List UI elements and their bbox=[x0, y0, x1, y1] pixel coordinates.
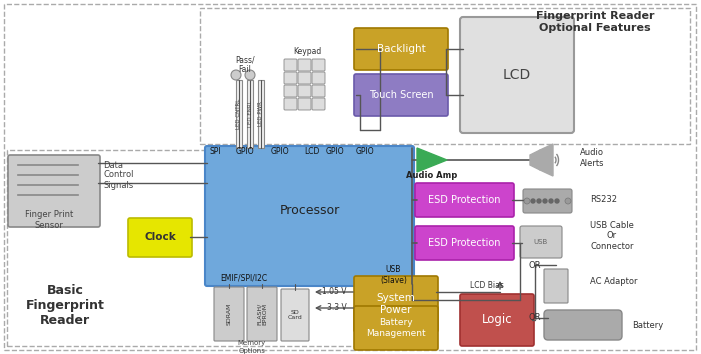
Text: FLASH/
EPROM: FLASH/ EPROM bbox=[257, 303, 267, 325]
Text: Control
Signals: Control Signals bbox=[103, 170, 133, 190]
Text: Memory
Options: Memory Options bbox=[238, 341, 266, 354]
FancyBboxPatch shape bbox=[354, 28, 448, 70]
Text: Keypad: Keypad bbox=[293, 47, 321, 57]
FancyBboxPatch shape bbox=[284, 59, 297, 71]
Text: Logic: Logic bbox=[482, 314, 512, 326]
Text: OR: OR bbox=[529, 261, 541, 269]
FancyBboxPatch shape bbox=[415, 226, 514, 260]
Text: OR: OR bbox=[529, 314, 541, 322]
FancyBboxPatch shape bbox=[523, 189, 572, 213]
Text: Fingerprint Reader
Optional Features: Fingerprint Reader Optional Features bbox=[536, 11, 654, 33]
Text: LED PWR: LED PWR bbox=[259, 102, 264, 126]
Text: LCD: LCD bbox=[304, 148, 320, 156]
Text: Battery
Management: Battery Management bbox=[366, 318, 426, 338]
FancyBboxPatch shape bbox=[284, 85, 297, 97]
Text: EMIF/SPI/I2C: EMIF/SPI/I2C bbox=[220, 274, 267, 282]
Circle shape bbox=[245, 70, 255, 80]
Text: GPIO: GPIO bbox=[236, 148, 254, 156]
FancyBboxPatch shape bbox=[354, 74, 448, 116]
FancyBboxPatch shape bbox=[460, 294, 534, 346]
FancyBboxPatch shape bbox=[354, 276, 438, 332]
Polygon shape bbox=[540, 144, 553, 176]
Text: Touch Screen: Touch Screen bbox=[369, 90, 433, 100]
Text: 3.3 V: 3.3 V bbox=[327, 303, 347, 313]
FancyBboxPatch shape bbox=[520, 226, 562, 258]
Text: SD
Card: SD Card bbox=[287, 310, 302, 320]
Circle shape bbox=[549, 199, 553, 203]
Text: GPIO: GPIO bbox=[271, 148, 290, 156]
Circle shape bbox=[555, 199, 559, 203]
FancyBboxPatch shape bbox=[312, 98, 325, 110]
Text: LED CNTRL: LED CNTRL bbox=[236, 99, 242, 129]
Circle shape bbox=[231, 70, 241, 80]
Circle shape bbox=[543, 199, 547, 203]
FancyBboxPatch shape bbox=[312, 59, 325, 71]
Text: RS232: RS232 bbox=[590, 195, 617, 205]
FancyBboxPatch shape bbox=[281, 289, 309, 341]
Text: 1.05 V: 1.05 V bbox=[322, 287, 347, 297]
FancyBboxPatch shape bbox=[284, 98, 297, 110]
Text: ESD Protection: ESD Protection bbox=[428, 195, 501, 205]
Circle shape bbox=[531, 199, 535, 203]
FancyBboxPatch shape bbox=[312, 72, 325, 84]
Text: Processor: Processor bbox=[280, 204, 340, 217]
Text: Finger Print
Sensor: Finger Print Sensor bbox=[25, 210, 73, 230]
FancyBboxPatch shape bbox=[247, 287, 277, 341]
Polygon shape bbox=[530, 150, 540, 170]
Text: GPIO: GPIO bbox=[326, 148, 344, 156]
FancyBboxPatch shape bbox=[205, 146, 414, 286]
Bar bbox=[247, 80, 253, 148]
Bar bbox=[200, 8, 690, 144]
FancyBboxPatch shape bbox=[284, 72, 297, 84]
FancyBboxPatch shape bbox=[8, 155, 100, 227]
FancyBboxPatch shape bbox=[460, 17, 574, 133]
Text: SPI: SPI bbox=[209, 148, 221, 156]
Circle shape bbox=[565, 198, 571, 204]
Text: LED ENRL: LED ENRL bbox=[247, 101, 252, 127]
Text: Basic
Fingerprint
Reader: Basic Fingerprint Reader bbox=[25, 284, 104, 326]
Text: Audio Amp: Audio Amp bbox=[407, 171, 458, 181]
FancyBboxPatch shape bbox=[128, 218, 192, 257]
Text: Battery: Battery bbox=[632, 320, 663, 330]
Text: ESD Protection: ESD Protection bbox=[428, 238, 501, 248]
Text: Pass/: Pass/ bbox=[236, 56, 254, 64]
Circle shape bbox=[524, 198, 530, 204]
Text: SDRAM: SDRAM bbox=[226, 303, 231, 325]
Text: USB
(Slave): USB (Slave) bbox=[380, 265, 407, 285]
FancyBboxPatch shape bbox=[298, 98, 311, 110]
Text: Clock: Clock bbox=[144, 232, 176, 242]
Polygon shape bbox=[417, 148, 447, 172]
Text: Data: Data bbox=[103, 160, 123, 170]
FancyBboxPatch shape bbox=[298, 72, 311, 84]
FancyBboxPatch shape bbox=[298, 85, 311, 97]
Bar bbox=[258, 80, 264, 148]
FancyBboxPatch shape bbox=[214, 287, 244, 341]
Text: Backlight: Backlight bbox=[376, 44, 426, 54]
Circle shape bbox=[537, 199, 541, 203]
Bar bbox=[236, 80, 242, 148]
Text: Fail: Fail bbox=[238, 64, 252, 74]
FancyBboxPatch shape bbox=[415, 183, 514, 217]
FancyBboxPatch shape bbox=[544, 269, 568, 303]
Text: System
Power: System Power bbox=[376, 293, 416, 315]
Text: AC Adaptor: AC Adaptor bbox=[590, 278, 637, 286]
Bar bbox=[7, 150, 395, 346]
Text: LCD: LCD bbox=[503, 68, 531, 82]
Text: Audio
Alerts: Audio Alerts bbox=[580, 148, 604, 168]
FancyBboxPatch shape bbox=[298, 59, 311, 71]
Text: GPIO: GPIO bbox=[355, 148, 374, 156]
FancyBboxPatch shape bbox=[354, 306, 438, 350]
FancyBboxPatch shape bbox=[312, 85, 325, 97]
Text: USB: USB bbox=[534, 239, 548, 245]
Text: USB Cable
Or
Connector: USB Cable Or Connector bbox=[590, 221, 634, 251]
Text: LCD Bias: LCD Bias bbox=[470, 280, 504, 290]
FancyBboxPatch shape bbox=[544, 310, 622, 340]
